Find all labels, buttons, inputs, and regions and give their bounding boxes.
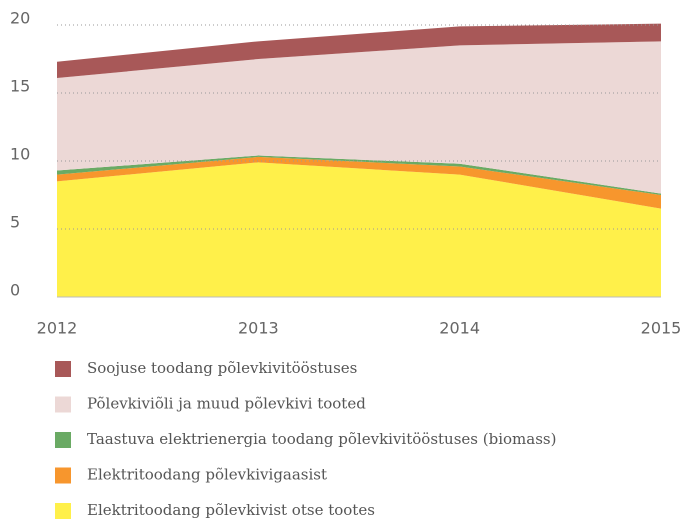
area (57, 162, 661, 297)
legend-label: Elektritoodang põlevkivist otse tootes (87, 501, 375, 519)
legend-label: Soojuse toodang põlevkivitööstuses (87, 359, 357, 377)
area (57, 156, 661, 209)
area (57, 41, 661, 194)
y-tick-label: 10 (10, 145, 30, 164)
area (57, 23, 661, 79)
y-tick-label: 0 (10, 281, 20, 300)
legend-label: Põlevkiviõli ja muud põlevkivi tooted (87, 395, 366, 413)
y-tick-label: 15 (10, 77, 30, 96)
y-tick-label: 20 (10, 9, 30, 28)
x-tick-label: 2012 (37, 319, 78, 338)
legend-label: Elektritoodang põlevkivigaasist (87, 466, 327, 484)
x-tick-label: 2014 (439, 319, 480, 338)
legend-swatch (55, 432, 71, 448)
y-tick-label: 5 (10, 213, 20, 232)
x-tick-label: 2013 (238, 319, 279, 338)
legend-label: Taastuva elektrienergia toodang põlevkiv… (87, 430, 556, 448)
legend-swatch (55, 396, 71, 413)
legend-swatch (55, 361, 71, 377)
x-tick-label: 2015 (641, 319, 682, 338)
legend-swatch (55, 467, 71, 484)
legend-swatch (55, 503, 71, 519)
